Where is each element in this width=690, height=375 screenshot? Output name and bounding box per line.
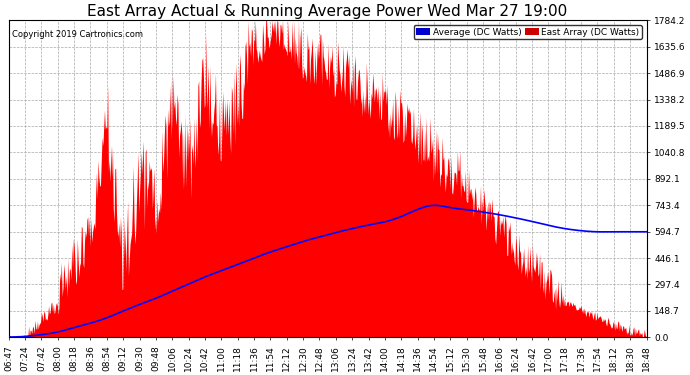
Title: East Array Actual & Running Average Power Wed Mar 27 19:00: East Array Actual & Running Average Powe… bbox=[88, 4, 568, 19]
Legend: Average (DC Watts), East Array (DC Watts): Average (DC Watts), East Array (DC Watts… bbox=[413, 25, 642, 39]
Text: Copyright 2019 Cartronics.com: Copyright 2019 Cartronics.com bbox=[12, 30, 143, 39]
